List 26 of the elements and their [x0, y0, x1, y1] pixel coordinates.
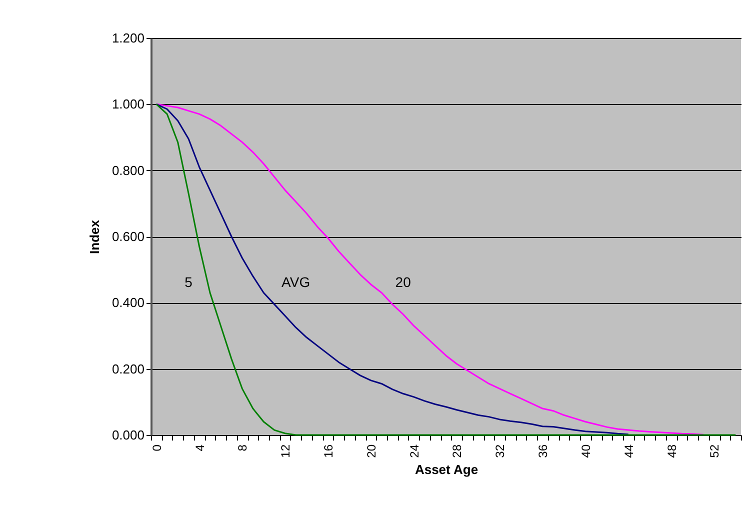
- x-tick-label: 48: [664, 444, 679, 458]
- x-tick-label: 40: [578, 444, 593, 458]
- y-tick-label: 1.200: [112, 30, 144, 46]
- y-tick-label: 0.000: [112, 428, 144, 442]
- y-tick-label: 0.200: [112, 361, 144, 376]
- x-tick-label: 4: [192, 444, 207, 452]
- x-tick-label: 0: [150, 444, 164, 452]
- x-tick-label: 16: [322, 444, 336, 458]
- x-tick-label: 8: [236, 444, 250, 452]
- y-axis-title: Index: [86, 219, 102, 254]
- x-tick-label: 24: [407, 444, 422, 458]
- x-axis-title: Asset Age: [414, 462, 478, 477]
- x-tick-label: 52: [708, 444, 722, 458]
- series-label: AVG: [282, 274, 310, 290]
- y-tick-label: 0.400: [112, 295, 144, 310]
- x-tick-label: 32: [493, 444, 508, 458]
- y-tick-label: 0.800: [112, 162, 144, 178]
- series-label: 20: [395, 274, 412, 290]
- y-tick-label: 0.600: [112, 229, 144, 244]
- x-tick-label: 28: [450, 444, 464, 458]
- y-tick-label: 1.000: [112, 96, 144, 112]
- x-tick-label: 20: [364, 444, 378, 458]
- x-tick-label: 44: [622, 444, 636, 458]
- series-label: 5: [184, 274, 193, 290]
- x-tick-label: 12: [278, 444, 293, 458]
- x-tick-label: 36: [536, 444, 550, 458]
